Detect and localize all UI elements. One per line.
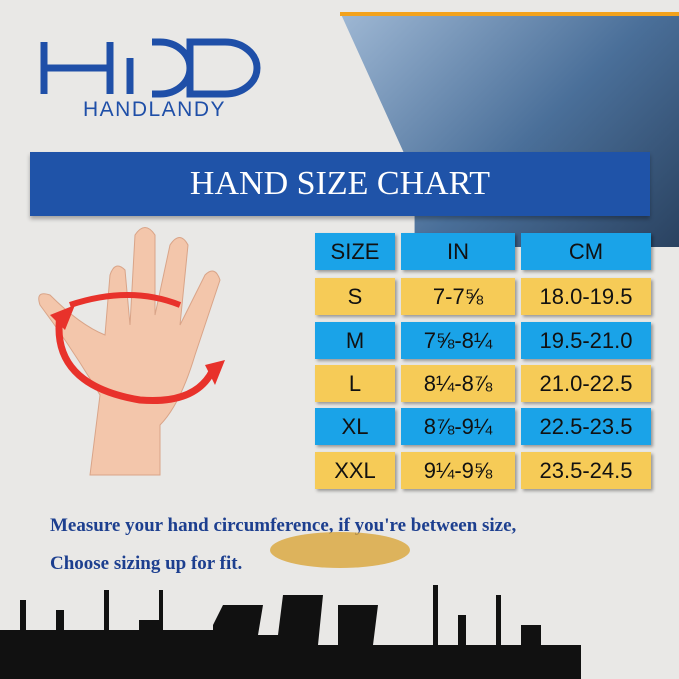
table-cell: 22.5-23.5 [521,408,651,445]
table-cell: 8¼-8⅞ [401,365,515,402]
table-cell: 19.5-21.0 [521,322,651,359]
note-line-1: Measure your hand circumference, if you'… [50,515,517,536]
hand-illustration [38,227,225,476]
page-title: HAND SIZE CHART [30,152,650,216]
table-cell: XXL [315,452,395,489]
table-cell: S [315,278,395,315]
table-cell: 7⅝-8¼ [401,322,515,359]
brand-name: HANDLANDY [82,98,227,121]
industrial-skyline [0,532,581,679]
note-line-2: Choose sizing up for fit. [50,553,243,574]
table-cell: 7-7⅝ [401,278,515,315]
header-size: SIZE [315,233,395,270]
table-cell: 9¼-9⅝ [401,452,515,489]
table-cell: 23.5-24.5 [521,452,651,489]
brand-logo [40,38,261,98]
measure-arrow-icon [55,314,219,405]
photo-accent-border [340,12,679,247]
table-cell: XL [315,408,395,445]
header-in: IN [401,233,515,270]
table-cell: 8⅞-9¼ [401,408,515,445]
table-cell: L [315,365,395,402]
table-cell: 18.0-19.5 [521,278,651,315]
header-cm: CM [521,233,651,270]
table-cell: M [315,322,395,359]
table-cell: 21.0-22.5 [521,365,651,402]
